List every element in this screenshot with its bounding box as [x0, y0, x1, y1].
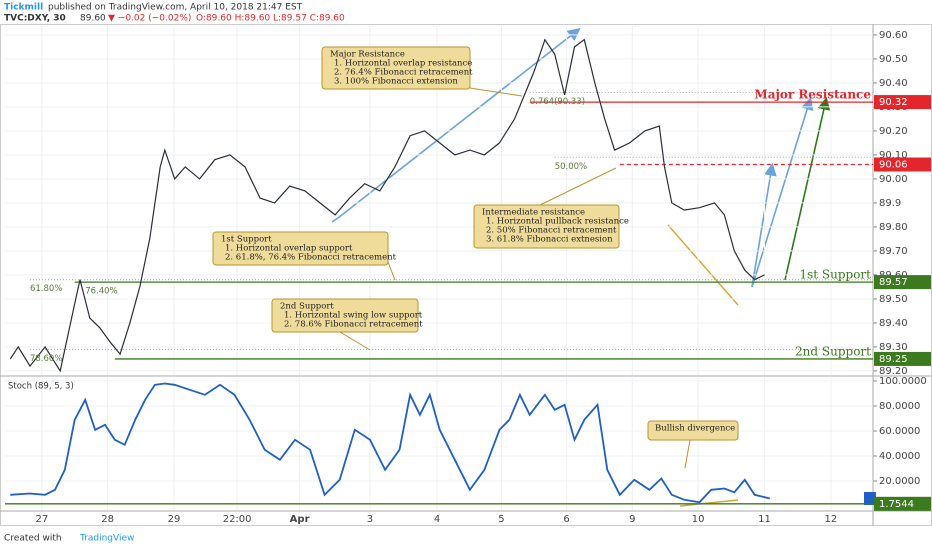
pane-title: Stoch (89, 5, 3) — [8, 382, 74, 392]
y-tick-label: 89.70 — [879, 246, 908, 257]
fib-label: 0.764(90.33) — [530, 97, 585, 107]
level-tag — [874, 275, 931, 290]
callout-text: 2. 76.4% Fibonacci retracement — [334, 68, 473, 78]
fib-label: 61.80% — [30, 284, 62, 294]
x-tick-label: 4 — [434, 514, 440, 525]
y-tick-label: 60.0000 — [879, 426, 920, 437]
level-tag-label: 1.7544 — [879, 499, 914, 510]
level-tag-label: 90.06 — [879, 159, 908, 170]
ohlc: O:89.60 H:89.60 L:89.57 C:89.60 — [196, 14, 345, 24]
level-tag-label: 90.32 — [879, 97, 908, 108]
callout — [212, 231, 389, 266]
y-tick-label: 20.0000 — [879, 476, 920, 487]
callout-text: 1. Horizontal overlap resistance — [334, 59, 472, 69]
y-tick-label: 80.0000 — [879, 401, 920, 412]
trend-line — [667, 224, 739, 306]
callout-text: Major Resistance — [330, 50, 405, 60]
fib-label: 78.60% — [30, 354, 62, 364]
price-line — [9, 38, 765, 373]
level-tag — [874, 95, 931, 110]
y-tick-label: 90.60 — [879, 30, 908, 41]
y-tick-label: 89.80 — [879, 222, 908, 233]
callout-pointer — [469, 87, 523, 97]
y-tick-label: 89.50 — [879, 294, 908, 305]
x-tick-label: 29 — [168, 514, 181, 525]
callout-text: 2. 78.6% Fibonacci retracement — [284, 320, 423, 330]
last: 89.60 — [80, 14, 106, 24]
level-label: 1st Support — [799, 268, 871, 282]
callout-pointer — [539, 167, 617, 206]
change: ▼ −0.02 (−0.02%) — [108, 14, 191, 24]
y-tick-label: 89.30 — [879, 342, 908, 353]
callout — [473, 204, 620, 249]
callout-text: 1st Support — [221, 235, 272, 245]
x-tick-label: 28 — [101, 514, 114, 525]
y-tick-label: 100.0000 — [879, 376, 927, 387]
callout-text: 2. 61.8%, 76.4% Fibonacci retracement — [225, 253, 397, 263]
published: published on TradingView.com, April 10, … — [48, 3, 303, 13]
level-tag-label: 89.57 — [879, 277, 908, 288]
symbol: TVC:DXY, 30 — [4, 14, 66, 24]
callout-text: 3. 61.8% Fibonacci extnesion — [486, 235, 613, 245]
callout-text: Intermediate resistance — [482, 208, 585, 218]
callout-pointer — [684, 439, 691, 469]
callout-text: 1. Horizontal overlap support — [225, 244, 353, 254]
y-tick-label: 89.40 — [879, 318, 908, 329]
y-tick-label: 40.0000 — [879, 451, 920, 462]
callout — [647, 420, 739, 441]
x-tick-label: 27 — [35, 514, 48, 525]
arrow — [784, 96, 831, 281]
x-tick-label: 5 — [498, 514, 504, 525]
fib-label: 50.00% — [555, 162, 587, 172]
x-tick-label: 3 — [367, 514, 373, 525]
level-tag — [874, 496, 931, 511]
x-tick-label: 12 — [825, 514, 838, 525]
level-tag — [874, 157, 931, 172]
y-tick-label: 89.20 — [879, 366, 908, 377]
callout-text: 1. Horizontal swing low support — [284, 311, 423, 321]
callout-pointer — [339, 331, 371, 351]
callout-text: 2nd Support — [280, 302, 334, 312]
callout — [271, 298, 419, 333]
callout-text: Bullish divergence — [655, 424, 735, 434]
x-tick-label: 6 — [563, 514, 569, 525]
y-tick-label: 90.20 — [879, 126, 908, 137]
callout — [321, 46, 471, 90]
price-line — [10, 382, 771, 504]
y-tick-label: 90.50 — [879, 54, 908, 65]
y-tick-label: 90.40 — [879, 78, 908, 89]
level-tag-label: 89.25 — [879, 354, 908, 365]
callout-text: 3. 100% Fibonacci extension — [334, 77, 458, 87]
y-tick-label: 90.10 — [879, 150, 908, 161]
callout-text: 2. 50% Fibonacci retracement — [486, 226, 617, 236]
brand: TradingView — [79, 534, 134, 544]
callout-pointer — [387, 261, 396, 281]
trend-line — [679, 499, 739, 507]
x-tick-label: 22:00 — [223, 514, 252, 525]
arrow — [331, 217, 339, 223]
x-tick-label: 10 — [692, 514, 705, 525]
level-label: 2nd Support — [795, 344, 871, 358]
level-label: Major Resistance — [754, 88, 871, 102]
level-tag — [874, 351, 931, 366]
y-tick-label: 89.9 — [879, 198, 901, 209]
d-badge — [864, 492, 876, 505]
x-tick-label: 9 — [629, 514, 635, 525]
created: Created with — [4, 534, 62, 544]
fib-label: 76.40% — [85, 287, 117, 297]
y-tick-label: 90.00 — [879, 174, 908, 185]
author: Tickmill — [4, 3, 43, 13]
x-tick-label: Apr — [290, 514, 310, 525]
callout-text: 1. Horizontal pullback resistance — [486, 217, 629, 227]
x-tick-label: 11 — [758, 514, 771, 525]
